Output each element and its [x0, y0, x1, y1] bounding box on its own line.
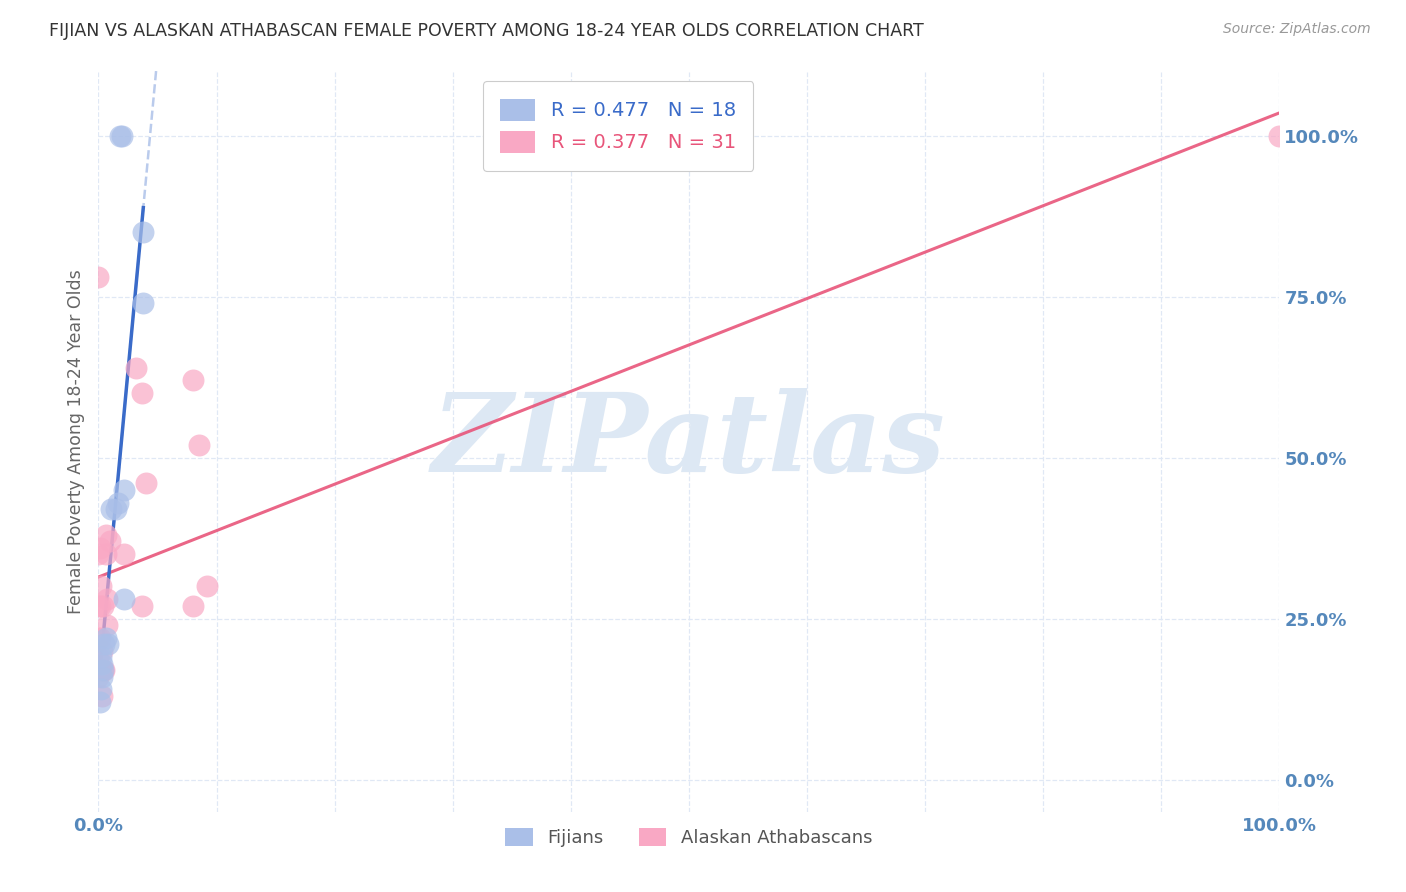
- Text: Source: ZipAtlas.com: Source: ZipAtlas.com: [1223, 22, 1371, 37]
- Point: [87, 631, 110, 645]
- Point: [187, 438, 209, 452]
- Point: [105, 502, 128, 516]
- Point: [87, 547, 110, 561]
- Point: [89, 541, 111, 555]
- Point: [90, 682, 112, 697]
- Point: [91, 663, 114, 677]
- Point: [89, 599, 111, 613]
- Point: [112, 592, 135, 607]
- Point: [91, 644, 114, 658]
- Point: [90, 650, 112, 665]
- Point: [91, 599, 114, 613]
- Y-axis label: Female Poverty Among 18-24 Year Olds: Female Poverty Among 18-24 Year Olds: [66, 269, 84, 614]
- Point: [181, 373, 204, 387]
- Point: [94, 528, 117, 542]
- Point: [195, 579, 218, 593]
- Point: [87, 270, 110, 285]
- Point: [100, 502, 122, 516]
- Point: [89, 631, 111, 645]
- Point: [94, 631, 117, 645]
- Point: [98, 534, 121, 549]
- Point: [96, 592, 118, 607]
- Text: FIJIAN VS ALASKAN ATHABASCAN FEMALE POVERTY AMONG 18-24 YEAR OLDS CORRELATION CH: FIJIAN VS ALASKAN ATHABASCAN FEMALE POVE…: [49, 22, 924, 40]
- Point: [97, 637, 120, 651]
- Point: [91, 657, 114, 671]
- Point: [93, 663, 115, 677]
- Point: [108, 128, 131, 143]
- Point: [181, 599, 204, 613]
- Legend: Fijians, Alaskan Athabascans: Fijians, Alaskan Athabascans: [498, 821, 880, 855]
- Point: [91, 669, 114, 683]
- Point: [89, 695, 111, 709]
- Point: [135, 476, 157, 491]
- Point: [132, 296, 155, 310]
- Point: [132, 225, 155, 239]
- Point: [93, 637, 115, 651]
- Point: [125, 360, 148, 375]
- Text: ZIPatlas: ZIPatlas: [432, 388, 946, 495]
- Point: [1268, 128, 1291, 143]
- Point: [111, 128, 134, 143]
- Point: [112, 483, 135, 497]
- Point: [90, 579, 112, 593]
- Point: [90, 663, 112, 677]
- Point: [107, 496, 129, 510]
- Point: [131, 599, 153, 613]
- Point: [94, 547, 117, 561]
- Point: [91, 663, 114, 677]
- Point: [87, 599, 110, 613]
- Point: [87, 669, 110, 683]
- Point: [112, 547, 135, 561]
- Point: [91, 689, 114, 703]
- Point: [87, 650, 110, 665]
- Point: [131, 386, 153, 401]
- Point: [96, 618, 118, 632]
